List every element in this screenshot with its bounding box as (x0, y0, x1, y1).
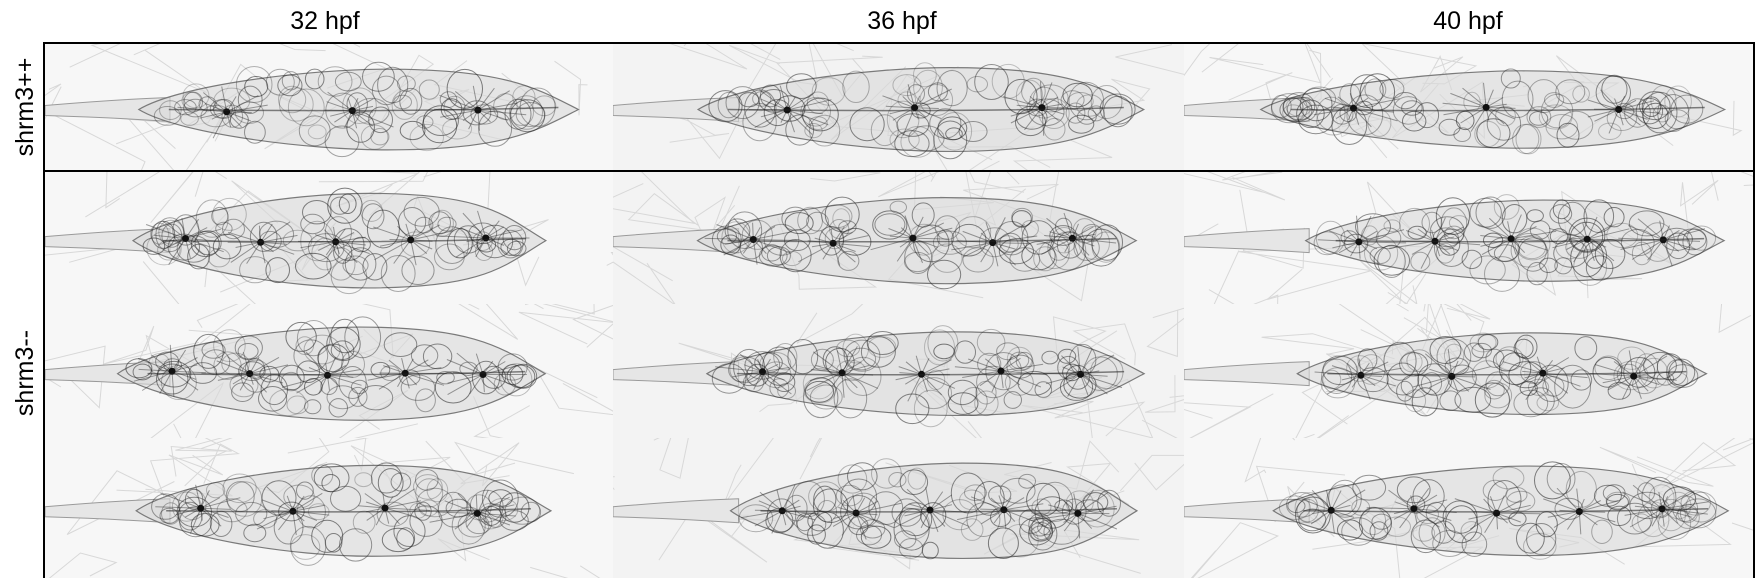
row-label-wildtype: shrm3++ (11, 57, 39, 157)
micrograph-mutant-1-col3 (1184, 172, 1753, 304)
micrograph-mutant-1-col2 (613, 172, 1184, 304)
micrograph-wildtype-col3 (1184, 44, 1753, 170)
micrograph-mutant-2-col2 (613, 304, 1184, 438)
column-label-40hpf: 40 hpf (1433, 7, 1503, 35)
micrograph-mutant-3-col1 (45, 438, 613, 578)
column-label-32hpf: 32 hpf (290, 7, 360, 35)
column-label-36hpf: 36 hpf (867, 7, 937, 35)
micrograph-mutant-2-col3 (1184, 304, 1753, 438)
micrograph-wildtype-col2 (613, 44, 1184, 170)
micrograph-mutant-2-col1 (45, 304, 613, 438)
row-label-mutant: shrm3-- (11, 329, 39, 417)
micrograph-wildtype-col1 (45, 44, 613, 170)
micrograph-mutant-1-col1 (45, 172, 613, 304)
micrograph-mutant-3-col2 (613, 438, 1184, 578)
micrograph-mutant-3-col3 (1184, 438, 1753, 578)
